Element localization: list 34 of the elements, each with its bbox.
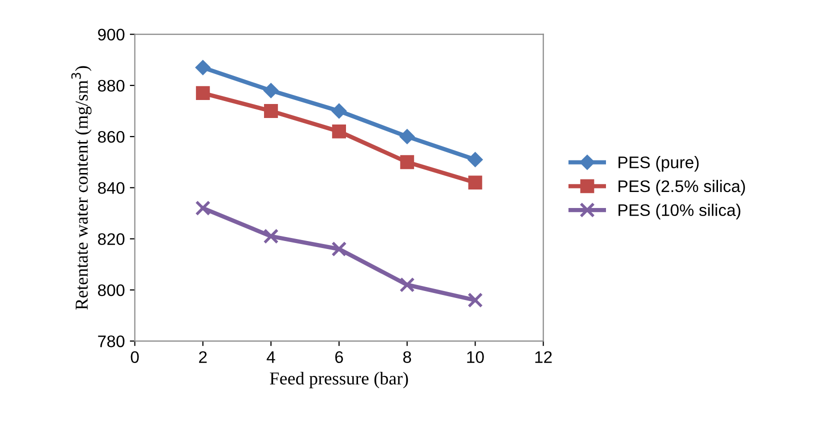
x-tick-label: 6: [335, 351, 343, 364]
x-tick-label: 0: [130, 351, 139, 364]
point: [468, 292, 483, 308]
x-tick-label: 2: [199, 351, 207, 363]
x-tick-label: 4: [266, 351, 276, 363]
x-tick-label: 8: [403, 351, 412, 364]
x-tick-label: 10: [467, 351, 484, 364]
point: [468, 152, 483, 168]
point: [263, 228, 279, 244]
y-tick-label: 780: [98, 335, 124, 348]
point: [195, 200, 211, 216]
y-tick-label: 800: [98, 284, 124, 296]
y-axis-title: Retentate water content (mg/sm$^{3}$): [71, 66, 92, 310]
point: [196, 86, 210, 100]
point: [264, 104, 278, 118]
point: [468, 176, 482, 190]
y-tick-label: 840: [98, 182, 124, 194]
point: [332, 124, 346, 138]
point: [195, 60, 210, 76]
y-tick-label: 900: [98, 28, 124, 41]
point: [400, 128, 415, 144]
point: [263, 82, 279, 98]
point: [331, 103, 347, 119]
x-axis-title: Feed pressure (bar): [270, 372, 408, 388]
point: [400, 277, 415, 292]
legend-label: PES (10% silica): [618, 204, 740, 220]
point: [331, 241, 347, 257]
y-tick-label: 820: [98, 233, 124, 246]
x-tick-label: 12: [535, 351, 552, 363]
y-tick-label: 860: [98, 130, 124, 143]
y-tick-label: 880: [98, 80, 124, 92]
legend-label: PES (pure): [618, 156, 699, 172]
legend-label: PES (2.5% silica): [618, 180, 745, 196]
point: [400, 155, 414, 170]
